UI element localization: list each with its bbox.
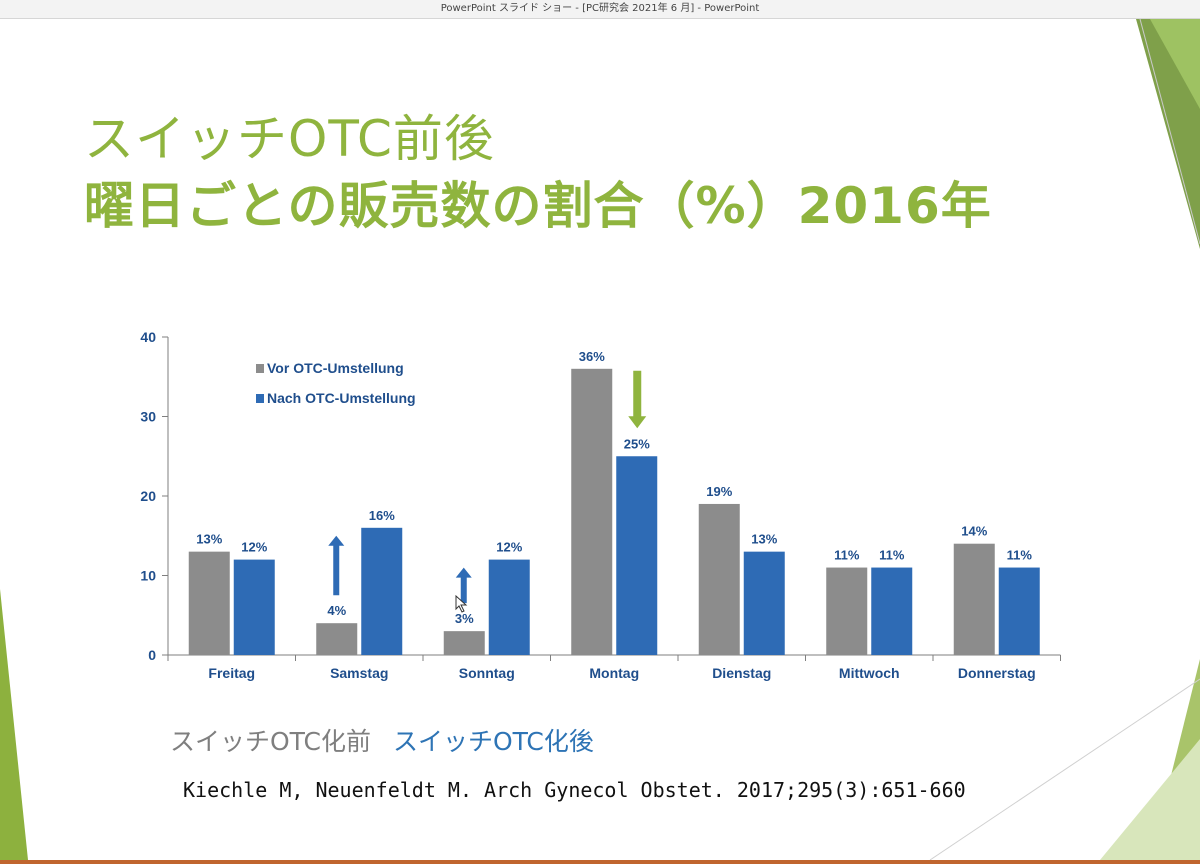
bar-before (826, 567, 868, 655)
slide-title-line-1: スイッチOTC前後 (84, 110, 495, 168)
data-label: 25% (624, 436, 650, 451)
caption-before: スイッチOTC化前 (170, 727, 371, 756)
legend-label: Vor OTC-Umstellung (267, 360, 404, 376)
corner-line (1139, 19, 1200, 245)
bottom-right-triangle-light (1100, 739, 1200, 860)
data-label: 12% (496, 540, 522, 555)
x-tick-label: Mittwoch (839, 665, 900, 681)
data-label: 16% (369, 508, 395, 523)
arrow-up-icon (328, 535, 345, 596)
legend-label: Nach OTC-Umstellung (267, 390, 416, 406)
bar-before (953, 543, 995, 655)
bar-after (871, 567, 913, 655)
corner-triangle-light (1150, 19, 1200, 109)
x-tick-label: Freitag (208, 665, 255, 681)
data-label: 19% (706, 484, 732, 499)
bottom-accent-bar (0, 860, 1200, 864)
slide: スイッチOTC前後 曜日ごとの販売数の割合（%）2016年 (0, 19, 1200, 860)
data-label: 12% (241, 540, 267, 555)
x-tick-label: Samstag (330, 665, 388, 681)
data-label: 11% (1007, 548, 1033, 563)
data-label: 13% (751, 532, 777, 547)
x-tick-label: Dienstag (712, 665, 771, 681)
window-title-bar: PowerPoint スライド ショー - [PC研究会 2021年 6 月] … (0, 0, 1200, 19)
caption-after: スイッチOTC化後 (392, 727, 594, 756)
slide-title-line-2: 曜日ごとの販売数の割合（%）2016年 (84, 177, 992, 235)
legend-swatch (256, 364, 264, 373)
caption: スイッチOTC化前 スイッチOTC化後 (170, 722, 594, 758)
bar-after (616, 456, 658, 655)
bar-after (998, 567, 1040, 655)
data-label: 14% (961, 524, 987, 539)
legend-swatch (256, 394, 264, 403)
slide-decoration (0, 19, 1200, 860)
bar-chart: 0 10 20 30 40 Freitag 13% 12% Samstag 4% 16% Sonnta… (140, 329, 1061, 681)
arrow-down-icon (628, 370, 647, 429)
bottom-line (929, 678, 1200, 860)
data-label: 4% (327, 603, 346, 618)
x-tick-label: Montag (589, 665, 639, 681)
bar-before (698, 503, 740, 655)
mouse-cursor-icon (455, 595, 468, 613)
left-triangle (0, 589, 28, 860)
bar-before (316, 623, 358, 655)
bar-before (443, 631, 485, 655)
data-label: 36% (579, 349, 605, 364)
data-label: 13% (196, 532, 222, 547)
y-tick-label: 30 (140, 409, 156, 425)
y-tick-label: 20 (140, 488, 156, 504)
bar-before (571, 368, 613, 655)
bar-after (488, 559, 530, 655)
citation: Kiechle M, Neuenfeldt M. Arch Gynecol Ob… (183, 778, 966, 802)
bar-after (361, 527, 403, 655)
arrow-up-icon (455, 567, 472, 604)
x-tick-label: Sonntag (459, 665, 515, 681)
x-tick-label: Donnerstag (958, 665, 1036, 681)
bar-after (233, 559, 275, 655)
data-label: 11% (879, 548, 905, 563)
window-title: PowerPoint スライド ショー - [PC研究会 2021年 6 月] … (440, 3, 760, 14)
data-label: 3% (455, 611, 474, 626)
y-tick-label: 40 (140, 329, 156, 345)
y-tick-label: 0 (148, 647, 156, 663)
bar-before (188, 551, 230, 655)
bar-after (743, 551, 785, 655)
data-label: 11% (834, 548, 860, 563)
y-tick-label: 10 (140, 568, 156, 584)
